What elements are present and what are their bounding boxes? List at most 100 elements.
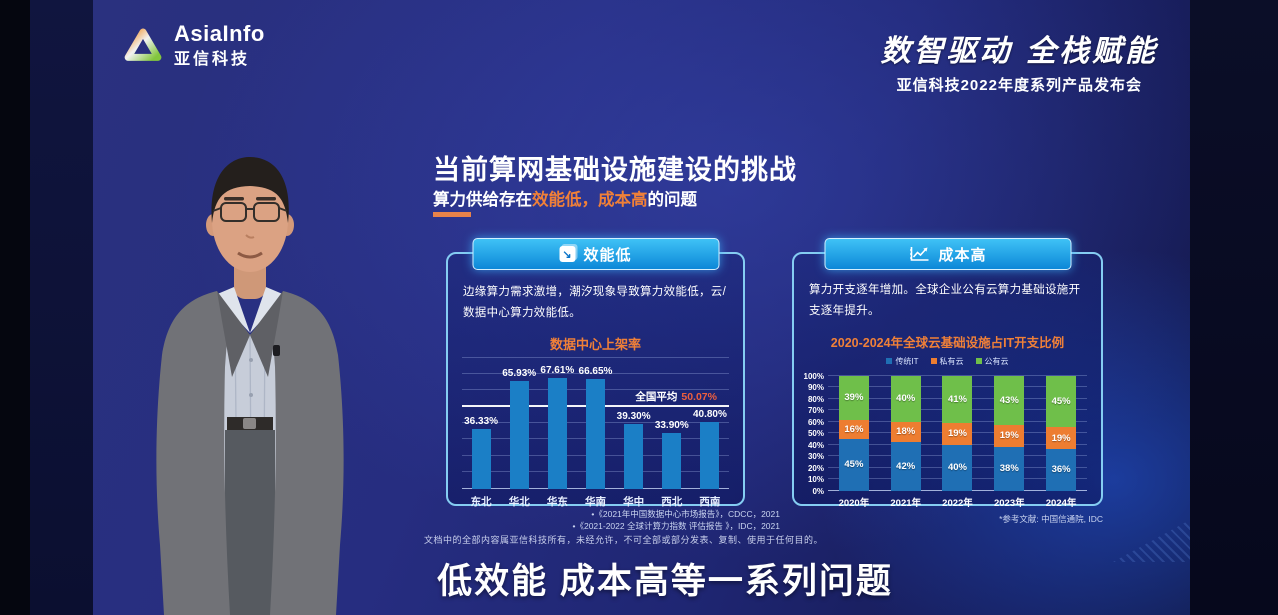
- right-dark-band: [1190, 0, 1278, 615]
- y-axis-tick-label: 10%: [807, 475, 824, 485]
- bar: [547, 377, 567, 489]
- legend-item: 传统IT: [886, 356, 919, 367]
- average-label-text: 全国平均: [635, 390, 678, 403]
- rack-rate-chart-title: 数据中心上架率: [549, 336, 641, 352]
- bar-segment: 40%: [890, 375, 921, 422]
- y-axis-tick-label: 20%: [807, 463, 824, 473]
- bar-value-label: 39.30%: [616, 411, 651, 423]
- cost-badge: 成本高: [824, 238, 1071, 270]
- bar-slot: 67.61%: [540, 358, 574, 489]
- gridline: [828, 374, 1087, 376]
- x-axis-label: 2023年: [993, 497, 1025, 509]
- left-footnotes: •《2021年中国数据中心市场报告》，CDCC，2021 •《2021-2022…: [500, 508, 780, 533]
- legend-swatch: [975, 358, 982, 365]
- subtitle-suffix: 的问题: [647, 191, 698, 209]
- bar-segment: 19%: [994, 425, 1025, 447]
- x-axis-label: 华北: [508, 495, 530, 508]
- bar-slot: 65.93%: [502, 358, 536, 489]
- bar: [700, 421, 720, 489]
- efficiency-panel: ↘ 效能低 边缘算力需求激增，潮汐现象导致算力效能低，云/数据中心算力效能低。 …: [446, 238, 745, 509]
- legend-item: 公有云: [975, 356, 1009, 367]
- bars: 36.33% 65.93% 67.61% 66.65% 39.30% 33.90% 40.8…: [462, 358, 729, 489]
- copyright-disclaimer: 文档中的全部内容属亚信科技所有，未经允许，不可全部或部分发表、复制、使用于任何目…: [424, 535, 824, 545]
- slide-subtitle: 算力供给存在效能低，成本高的问题: [433, 186, 697, 210]
- bar-segment: 19%: [942, 422, 973, 445]
- x-axis-label: 东北: [470, 495, 492, 508]
- x-axis-label: 2022年: [942, 497, 973, 509]
- stacked-chart-plot: 0% 10% 20% 30% 40% 50% 60% 70% 80% 90% 100% 45% 16% 3…: [804, 372, 1087, 496]
- bar-value-label: 65.93%: [502, 367, 537, 379]
- x-axis-label: 2020年: [838, 497, 870, 509]
- legend-label: 传统IT: [895, 356, 919, 366]
- cost-description: 算力开支逐年增加。全球企业公有云算力基础设施开支逐年提升。: [809, 284, 1081, 318]
- efficiency-description: 边缘算力需求激增，潮汐现象导致算力效能低，云/数据中心算力效能低。: [463, 286, 727, 320]
- bar-chart-plot: 全国平均 50.07% 36.33% 65.93% 67.61% 66.65% 39.30%…: [462, 356, 729, 489]
- bar-slot: 40.80%: [693, 358, 727, 489]
- bar-value-label: 36.33%: [464, 416, 499, 428]
- bar: [662, 433, 682, 489]
- y-axis-tick-label: 40%: [807, 440, 824, 450]
- right-footnote: *参考文献: 中国信通院, IDC: [999, 514, 1103, 524]
- x-axis-label: 西北: [661, 495, 683, 508]
- bar: [624, 424, 644, 489]
- rack-rate-chart: 全国平均 50.07% 36.33% 65.93% 67.61% 66.65% 39.30%…: [448, 356, 743, 509]
- bar: [509, 380, 529, 489]
- legend-label: 私有云: [939, 356, 964, 366]
- bar-value-label: 40.80%: [692, 408, 727, 420]
- x-axis-label: 西南: [699, 495, 721, 508]
- legend-item: 私有云: [930, 356, 964, 367]
- bar-segment: 39%: [838, 375, 869, 421]
- bar: [471, 429, 491, 489]
- bar-value-label: 66.65%: [578, 366, 613, 378]
- stacked-bar: 42% 18% 40%: [890, 375, 921, 491]
- bar-segment: 41%: [942, 375, 973, 423]
- bar-segment: 18%: [890, 421, 921, 443]
- efficiency-badge-label: 效能低: [583, 246, 632, 264]
- logo-text: AsiaInfo 亚信科技: [174, 22, 265, 69]
- x-axis-label: 华东: [546, 495, 568, 508]
- subtitle-highlight: 效能低，成本高: [532, 191, 648, 209]
- bar-value-label: 67.61%: [540, 364, 575, 376]
- legend-swatch: [886, 358, 893, 365]
- left-black-band: [0, 0, 30, 615]
- line-chart-up-icon: [909, 247, 929, 261]
- asiainfo-triangle-icon: [124, 28, 162, 61]
- slide-title: 当前算网基础设施建设的挑战: [433, 155, 797, 185]
- subtitle-prefix: 算力供给存在: [433, 191, 532, 209]
- bar: [585, 379, 605, 489]
- stacked-bar: 38% 19% 43%: [994, 375, 1025, 491]
- footnote-line: •《2021-2022 全球计算力指数 评估报告 》，IDC，2021: [572, 521, 780, 532]
- bar-segment: 19%: [1046, 427, 1077, 450]
- x-axis-label: 华南: [584, 495, 606, 508]
- left-navy-band: [30, 0, 93, 615]
- bar-slot: 66.65%: [578, 358, 613, 489]
- gridline: [462, 372, 729, 374]
- bar-slot: 36.33%: [464, 358, 498, 489]
- stacked-bar: 36% 19% 45%: [1046, 375, 1077, 491]
- x-axis-labels: 东北 华北 华东 华南 华中 西北 西南: [462, 494, 729, 509]
- efficiency-badge: ↘ 效能低: [472, 238, 719, 270]
- logo-cn: 亚信科技: [174, 51, 251, 69]
- gridline: [462, 356, 729, 358]
- stacked-bar: 45% 16% 39%: [838, 375, 869, 491]
- x-axis-label: 华中: [623, 495, 645, 508]
- x-axis-labels: 2020年 2021年 2022年 2023年 2024年: [828, 495, 1087, 509]
- bar-slot: 39.30%: [617, 358, 651, 489]
- logo-en: AsiaInfo: [174, 21, 265, 46]
- cloud-spend-chart: 传统IT 私有云 公有云 0% 10% 20% 30% 40% 50% 60% 70% 80% 90% 1…: [794, 356, 1101, 509]
- cost-badge-label: 成本高: [938, 246, 987, 264]
- legend-label: 公有云: [984, 356, 1009, 366]
- bar-segment: 42%: [890, 442, 921, 491]
- footnote-line: •《2021年中国数据中心市场报告》，CDCC，2021: [591, 509, 780, 519]
- cost-panel: 成本高 算力开支逐年增加。全球企业公有云算力基础设施开支逐年提升。 2020-2…: [792, 238, 1103, 509]
- event-name: 亚信科技2022年度系列产品发布会: [896, 77, 1142, 94]
- bar-segment: 38%: [994, 446, 1025, 491]
- bar-segment: 40%: [942, 444, 973, 491]
- asiainfo-logo: AsiaInfo 亚信科技: [122, 22, 265, 69]
- bar-slot: 33.90%: [655, 358, 689, 489]
- y-axis-tick-label: 70%: [807, 406, 824, 416]
- national-average-label: 全国平均 50.07%: [635, 389, 717, 404]
- legend-swatch: [930, 358, 937, 365]
- bar-segment: 45%: [1046, 375, 1077, 428]
- bar-segment: 45%: [838, 438, 869, 491]
